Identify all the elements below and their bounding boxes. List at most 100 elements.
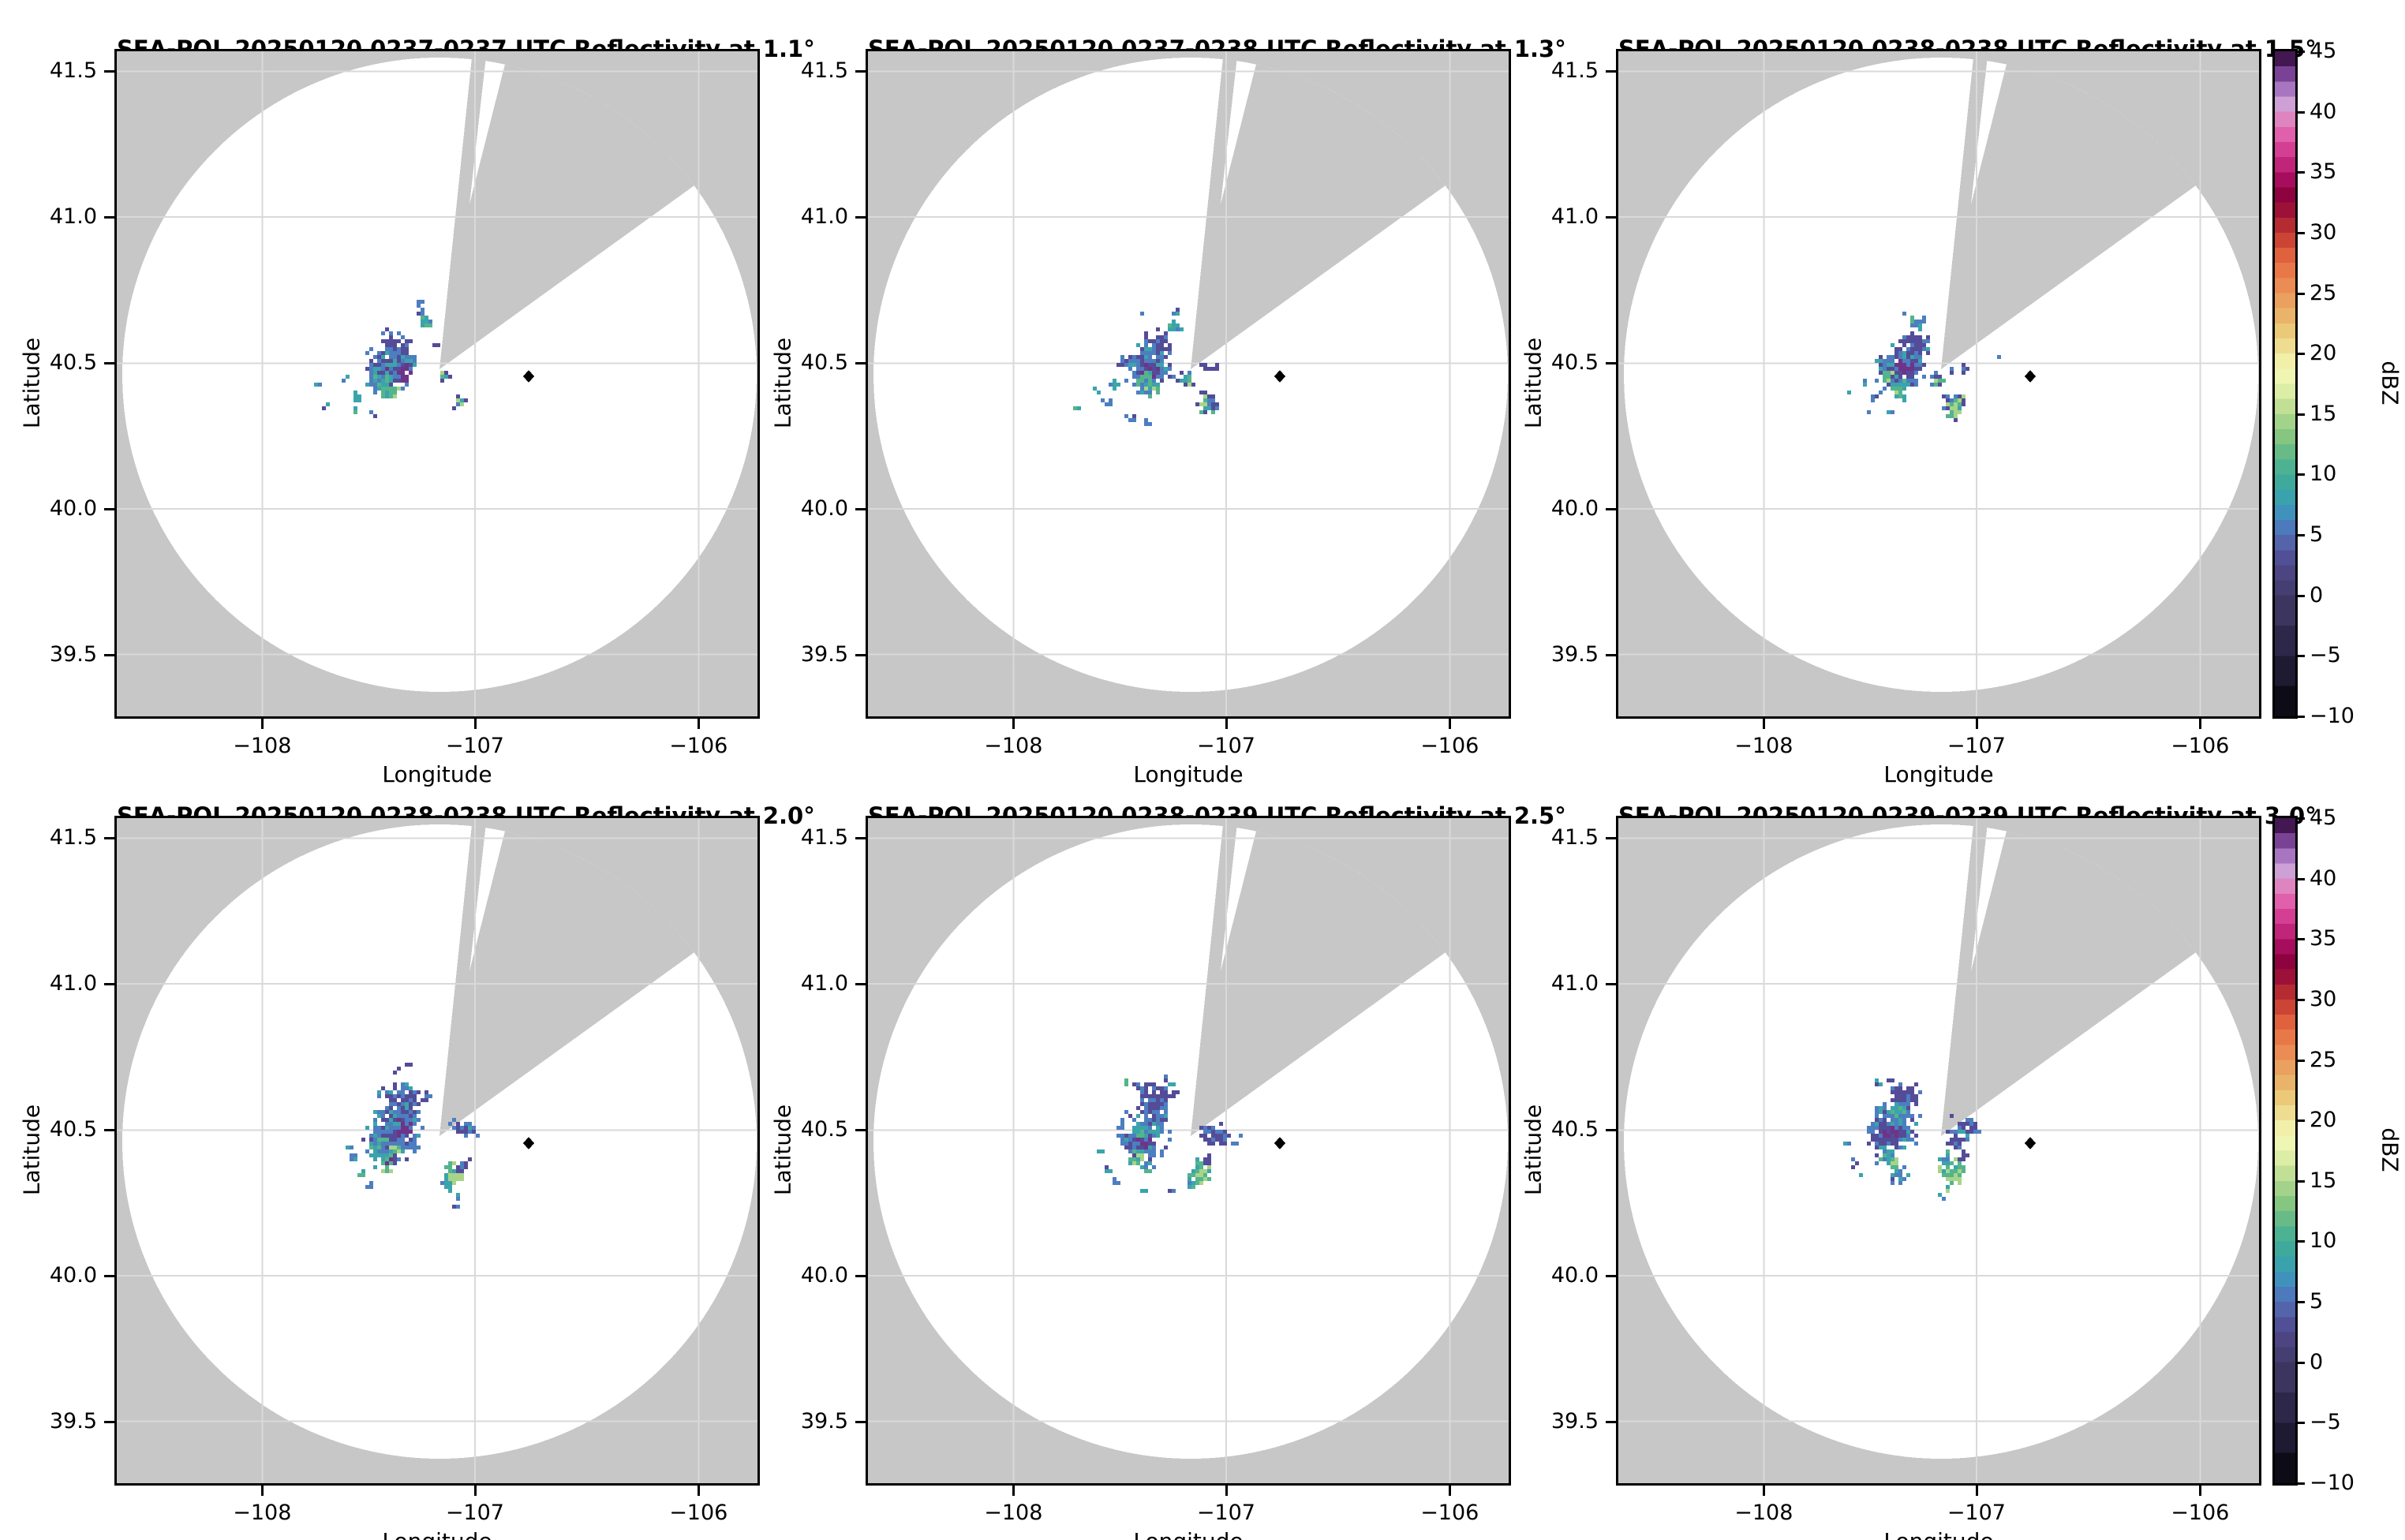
colorbar-tick-label: 35: [2310, 926, 2337, 951]
x-axis-label: Longitude: [117, 1528, 757, 1540]
reflectivity-echoes: [314, 300, 468, 418]
colorbar-tick-label: 20: [2310, 341, 2337, 366]
x-axis-label: Longitude: [382, 761, 492, 787]
y-tick-label: 41.5: [800, 58, 848, 84]
y-tick-mark: [855, 653, 866, 656]
site-marker-diamond: [2025, 370, 2036, 383]
y-tick-mark: [855, 507, 866, 510]
y-tick-mark: [104, 1129, 114, 1132]
site-marker-diamond: [523, 1137, 534, 1149]
x-tick-mark: [698, 719, 701, 729]
wedge-white-sliver: [469, 824, 529, 971]
colorbar-tick-mark: [2295, 1301, 2305, 1304]
x-tick-label: −107: [1947, 1501, 2006, 1525]
y-tick-mark: [855, 837, 866, 840]
x-tick-label: −106: [2171, 1501, 2230, 1525]
colorbar-tick-label: 45: [2310, 39, 2337, 63]
colorbar-tick-mark: [2295, 353, 2305, 356]
y-axis-label: Latitude: [1520, 337, 1547, 428]
colorbar-tick-label: 15: [2310, 401, 2337, 426]
colorbar-gradient: [2272, 816, 2298, 1486]
colorbar-tick-label: 20: [2310, 1108, 2337, 1133]
colorbar-tick-label: 5: [2310, 522, 2324, 548]
colorbar-tick-mark: [2295, 716, 2305, 718]
colorbar-tick-label: −10: [2310, 1471, 2355, 1495]
y-tick-mark: [855, 70, 866, 73]
colorbar-tick-mark: [2295, 110, 2305, 114]
y-tick-mark: [1606, 70, 1616, 73]
y-tick-label: 41.5: [49, 58, 97, 84]
colorbar-tick-label: 30: [2310, 219, 2337, 245]
y-tick-label: 39.5: [1550, 1408, 1599, 1433]
colorbar-tick-label: 25: [2310, 280, 2337, 305]
colorbar-tick-mark: [2295, 1059, 2305, 1062]
x-tick-label: −108: [1734, 1501, 1793, 1525]
x-tick-label: −108: [984, 1501, 1043, 1525]
y-tick-mark: [1606, 215, 1616, 219]
colorbar-tick-label: −5: [2310, 1410, 2341, 1435]
radar-ppi-plot: [868, 818, 1509, 1483]
y-tick-mark: [855, 1420, 866, 1423]
y-tick-label: 40.5: [1550, 350, 1599, 376]
colorbar-tick-mark: [2295, 655, 2305, 658]
y-tick-mark: [1606, 837, 1616, 840]
x-tick-mark: [1763, 1486, 1766, 1496]
colorbar-tick-label: 10: [2310, 1228, 2337, 1254]
y-tick-label: 41.5: [800, 825, 848, 850]
y-tick-mark: [855, 362, 866, 365]
y-axis-label: Latitude: [1520, 1104, 1547, 1195]
y-axis-label: Latitude: [18, 1104, 45, 1195]
y-tick-label: 39.5: [1550, 641, 1599, 667]
wedge-white-sliver: [1221, 824, 1280, 971]
reflectivity-echoes: [1843, 1078, 1981, 1201]
y-tick-label: 40.0: [1550, 495, 1599, 521]
y-tick-label: 40.5: [49, 1117, 97, 1142]
site-marker-diamond: [2025, 1137, 2036, 1149]
colorbar-tick-label: 0: [2310, 582, 2324, 607]
x-tick-label: −107: [445, 1501, 504, 1525]
radar-ppi-plot: [117, 51, 757, 716]
x-tick-label: −108: [233, 734, 292, 758]
x-tick-label: −107: [445, 734, 504, 758]
x-axis-label: Longitude: [868, 1528, 1509, 1540]
colorbar-tick-mark: [2295, 817, 2305, 820]
site-marker-diamond: [523, 370, 534, 383]
colorbar-tick-label: 30: [2310, 986, 2337, 1011]
colorbar-tick-mark: [2295, 938, 2305, 941]
radar-ppi-plot: [1618, 51, 2259, 716]
y-tick-mark: [1606, 507, 1616, 510]
colorbar-tick-mark: [2295, 231, 2305, 234]
reflectivity-echoes: [346, 1063, 480, 1209]
y-tick-mark: [855, 1129, 866, 1132]
colorbar-tick-mark: [2295, 292, 2305, 295]
wedge-white-sliver: [1221, 58, 1280, 204]
y-tick-label: 40.0: [49, 495, 97, 521]
x-tick-mark: [2199, 1486, 2202, 1496]
colorbar-tick-label: 10: [2310, 462, 2337, 487]
radar-ppi-plot: [1618, 818, 2259, 1483]
wedge-white-sliver: [1971, 58, 2030, 204]
x-tick-mark: [1449, 719, 1452, 729]
x-tick-mark: [1225, 1486, 1228, 1496]
x-tick-mark: [1225, 719, 1228, 729]
x-tick-mark: [2199, 719, 2202, 729]
reflectivity-echoes: [1847, 312, 2001, 422]
x-tick-mark: [698, 1486, 701, 1496]
y-tick-mark: [104, 982, 114, 985]
plot-axes: [866, 816, 1511, 1486]
y-tick-mark: [1606, 1129, 1616, 1132]
x-tick-mark: [1012, 1486, 1015, 1496]
x-tick-mark: [261, 1486, 264, 1496]
y-tick-label: 40.0: [49, 1262, 97, 1288]
colorbar-gradient: [2272, 49, 2298, 719]
y-tick-label: 41.0: [800, 204, 848, 229]
y-tick-label: 41.0: [800, 970, 848, 996]
y-tick-mark: [104, 215, 114, 219]
x-tick-label: −108: [233, 1501, 292, 1525]
y-tick-mark: [855, 982, 866, 985]
colorbar-tick-label: 40: [2310, 99, 2337, 124]
x-tick-label: −107: [1947, 734, 2006, 758]
site-marker-diamond: [1274, 370, 1285, 383]
colorbar-tick-mark: [2295, 534, 2305, 537]
y-tick-label: 39.5: [800, 641, 848, 667]
